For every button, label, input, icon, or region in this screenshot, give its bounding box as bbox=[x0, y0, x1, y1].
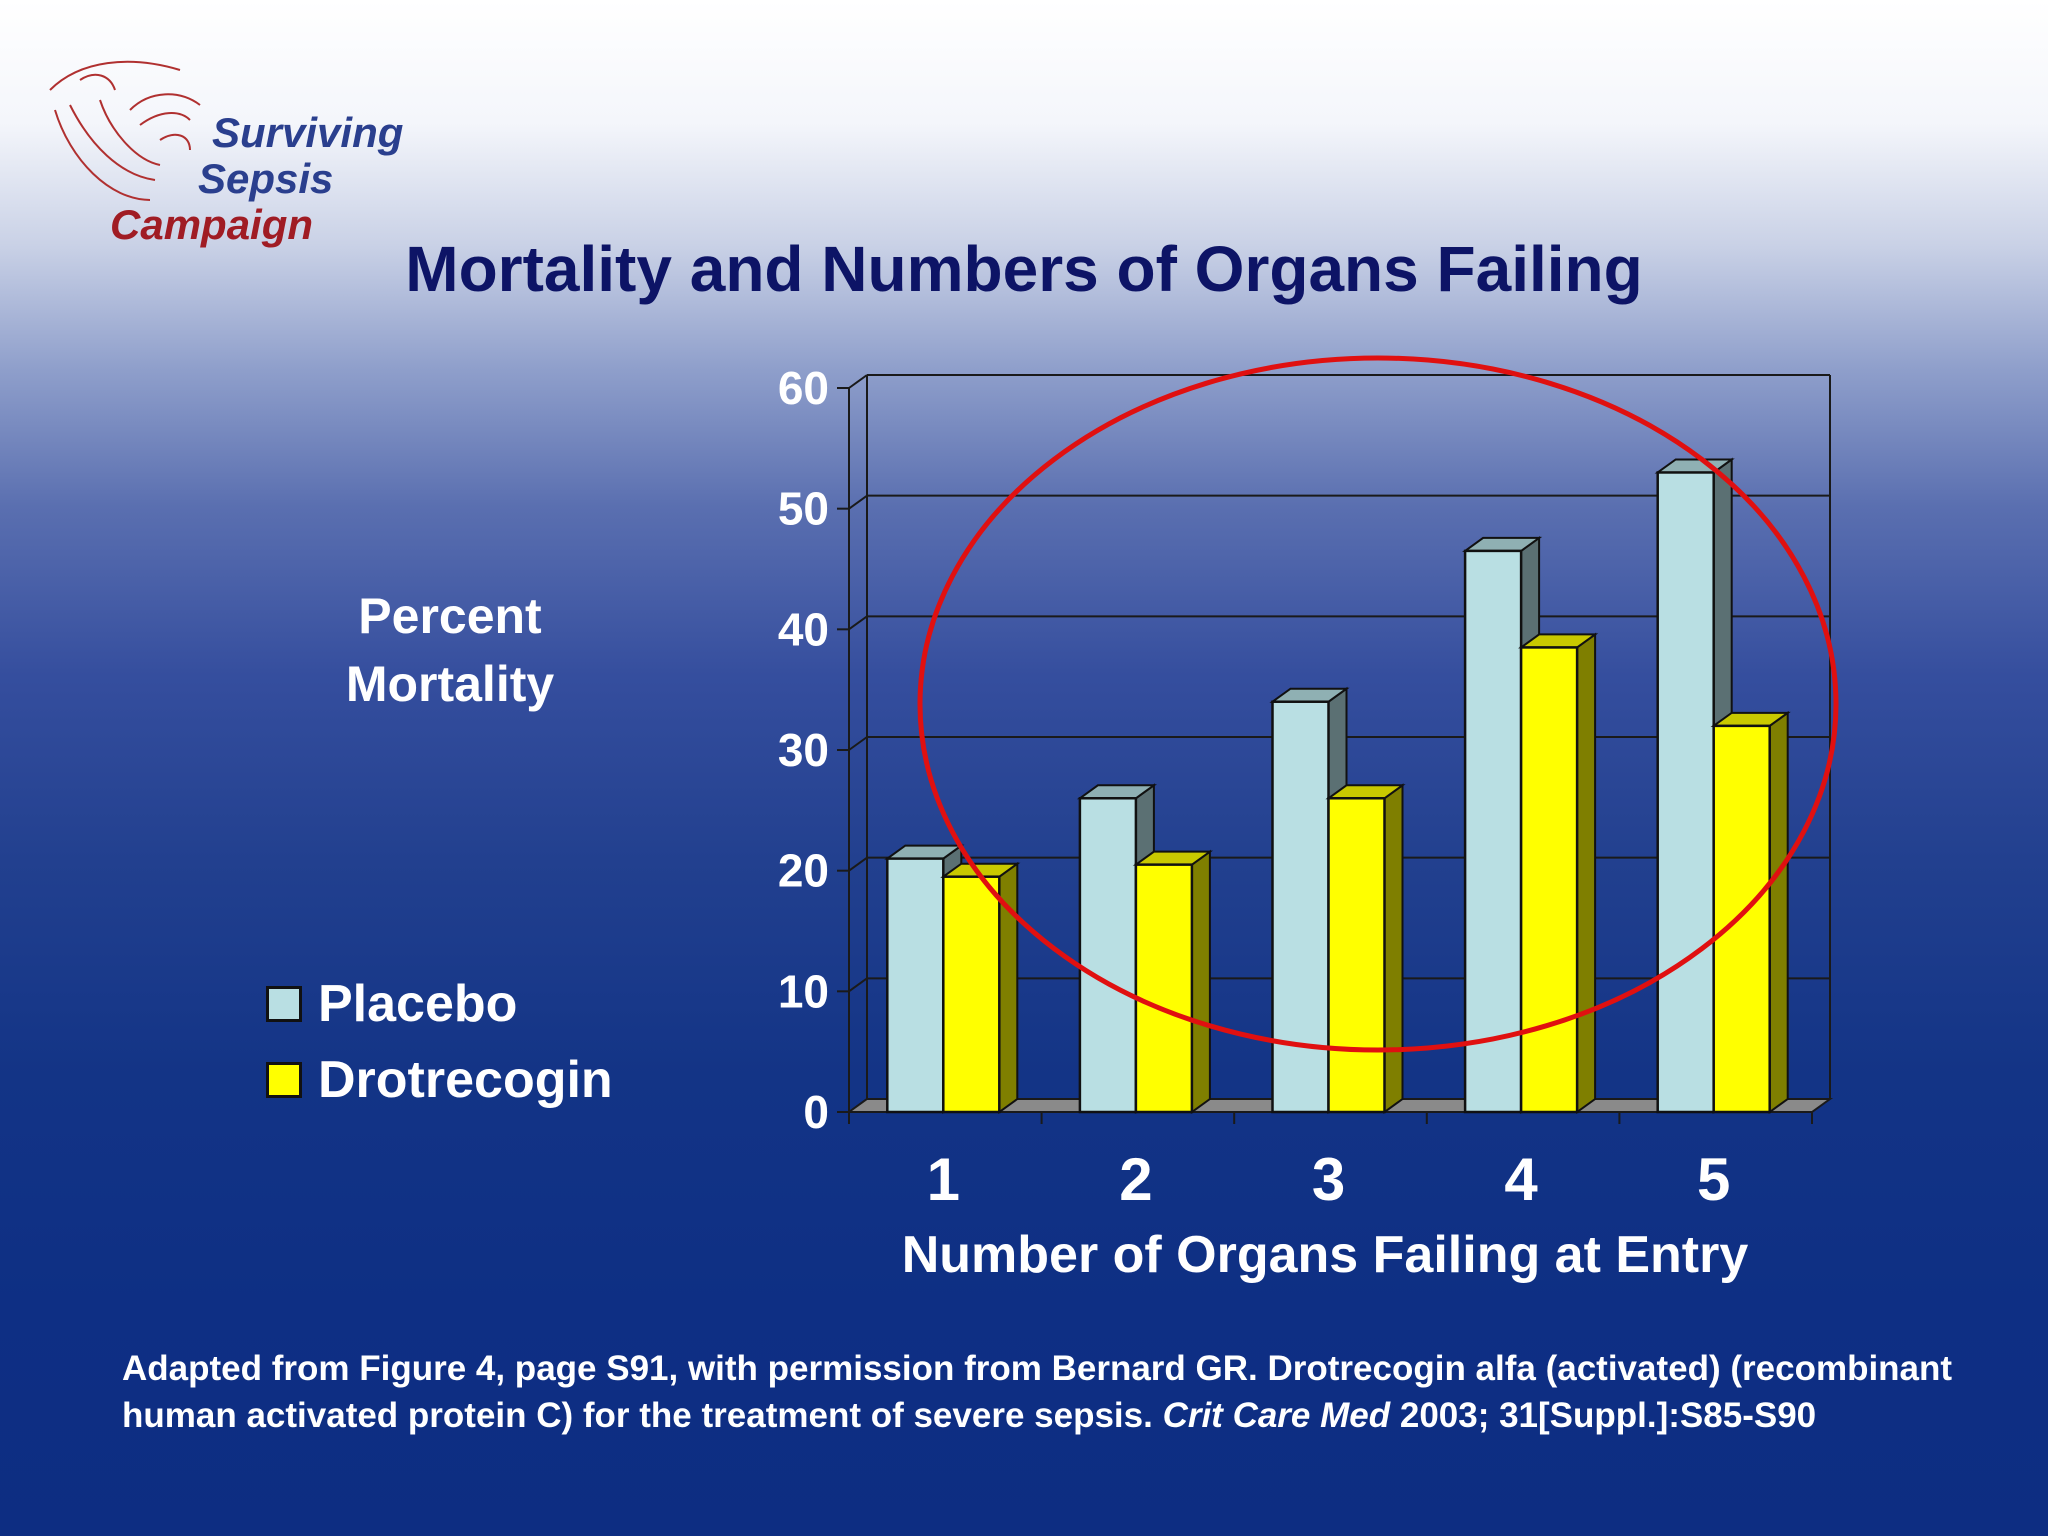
legend-item-drotrecogin: Drotrecogin bbox=[266, 1050, 613, 1110]
gridline-depth bbox=[848, 977, 868, 993]
page-title: Mortality and Numbers of Organs Failing bbox=[405, 233, 1643, 305]
bar-drotrecogin bbox=[1712, 724, 1771, 1114]
bar-side-drotrecogin bbox=[1576, 632, 1597, 1114]
bar-placebo bbox=[1078, 797, 1138, 1114]
y-tick-label: 20 bbox=[778, 845, 829, 897]
y-tick-label: 40 bbox=[778, 603, 829, 655]
citation-journal: Crit Care Med bbox=[1162, 1396, 1391, 1435]
citation: Adapted from Figure 4, page S91, with pe… bbox=[122, 1345, 1982, 1439]
legend-swatch-drotrecogin bbox=[266, 1062, 302, 1098]
gridline-depth bbox=[848, 736, 868, 751]
x-tick-label: 4 bbox=[1504, 1146, 1538, 1213]
hands-icon bbox=[49, 60, 201, 201]
bar-drotrecogin bbox=[942, 875, 1001, 1114]
x-axis-label: Number of Organs Failing at Entry bbox=[901, 1226, 1749, 1284]
logo-text-line1: Surviving bbox=[212, 109, 404, 156]
y-tick-label: 60 bbox=[778, 362, 829, 414]
x-tick-label: 3 bbox=[1312, 1146, 1345, 1213]
highlight-ellipse bbox=[917, 355, 1839, 1053]
surviving-sepsis-logo bbox=[49, 60, 201, 201]
bar-placebo bbox=[886, 857, 945, 1114]
y-tick-label: 0 bbox=[803, 1086, 829, 1138]
x-tick-label: 2 bbox=[1119, 1146, 1152, 1213]
citation-part2: 2003; 31[Suppl.]:S85-S90 bbox=[1390, 1396, 1817, 1435]
y-tick-label: 30 bbox=[778, 724, 829, 776]
citation-part1: Adapted from Figure 4, page S91, with pe… bbox=[122, 1349, 1953, 1435]
bar-placebo bbox=[1463, 549, 1523, 1114]
y-axis-label: Percent Mortality bbox=[345, 588, 555, 712]
gridline-depth bbox=[848, 494, 868, 510]
bar-placebo bbox=[1656, 471, 1715, 1114]
gridline-depth bbox=[848, 615, 868, 631]
legend-swatch-placebo bbox=[266, 986, 302, 1022]
gridline-depth bbox=[848, 374, 868, 389]
legend-item-placebo: Placebo bbox=[266, 974, 517, 1034]
x-tick-label: 5 bbox=[1697, 1146, 1730, 1213]
bar-side-drotrecogin bbox=[1383, 783, 1404, 1114]
bar-drotrecogin bbox=[1519, 646, 1579, 1114]
x-tick-label: 1 bbox=[927, 1146, 960, 1213]
legend-label-placebo: Placebo bbox=[318, 975, 518, 1033]
logo-text-line2: Sepsis bbox=[198, 155, 334, 202]
legend-label-drotrecogin: Drotrecogin bbox=[318, 1051, 613, 1109]
gridline-depth bbox=[848, 856, 868, 872]
bar-placebo bbox=[1271, 700, 1330, 1114]
logo-text-line3: Campaign bbox=[110, 201, 314, 248]
y-tick-label: 10 bbox=[778, 965, 829, 1017]
bar-side-drotrecogin bbox=[1768, 710, 1789, 1114]
y-tick-label: 50 bbox=[778, 483, 829, 535]
bar-drotrecogin bbox=[1327, 797, 1386, 1114]
bar-side-drotrecogin bbox=[1190, 849, 1211, 1114]
bar-drotrecogin bbox=[1134, 863, 1194, 1114]
